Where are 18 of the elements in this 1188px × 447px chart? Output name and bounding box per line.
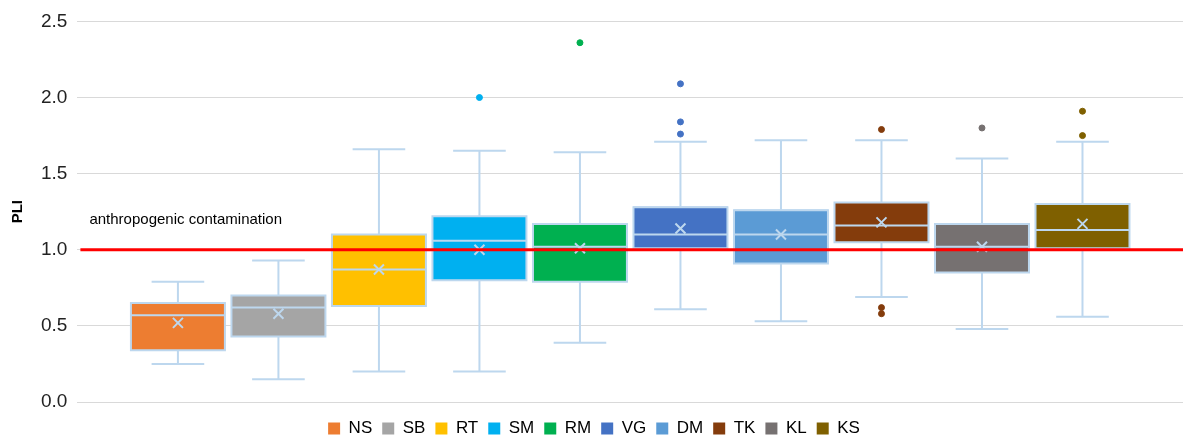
legend-label: TK <box>733 418 757 438</box>
ref-line-label: anthropogenic contamination <box>89 210 283 228</box>
y-tick-label: 0.5 <box>40 314 68 336</box>
legend-label: DM <box>676 418 704 438</box>
legend-label: NS <box>348 418 373 438</box>
y-tick-label: 2.0 <box>40 85 68 107</box>
y-tick-label: 1.0 <box>40 237 68 259</box>
y-tick-label: 0.0 <box>40 390 68 412</box>
legend-label: SM <box>508 418 535 438</box>
y-tick-label: 2.5 <box>40 9 68 31</box>
legend-label: SB <box>402 418 426 438</box>
y-tick-label: 1.5 <box>40 161 68 183</box>
legend-label: RT <box>455 418 479 438</box>
legend-label: KL <box>785 418 807 438</box>
y-axis-title: PLI <box>8 200 26 224</box>
legend-label: RM <box>564 418 592 438</box>
legend-label: VG <box>621 418 647 438</box>
legend-label: KS <box>837 418 860 438</box>
